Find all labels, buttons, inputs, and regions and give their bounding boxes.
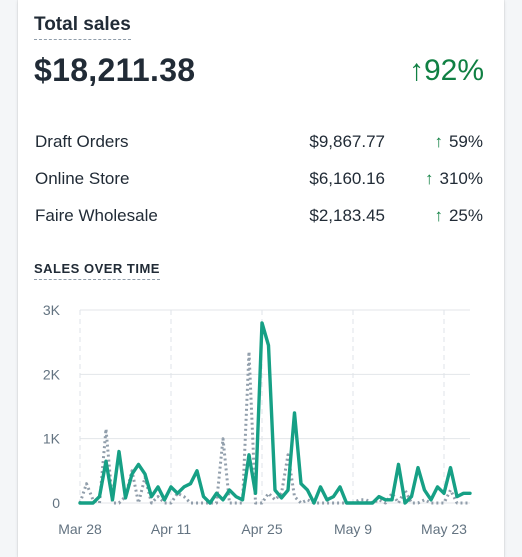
y-tick-label: 1K xyxy=(43,431,61,447)
breakdown-change-value: 310% xyxy=(439,169,483,188)
breakdown-change: ↑ 59% xyxy=(434,132,483,152)
total-sales-card: Total sales $18,211.38 ↑92% Draft Orders… xyxy=(18,0,504,557)
sales-breakdown-list: Draft Orders $9,867.77 ↑ 59% Online Store… xyxy=(35,126,483,237)
total-sales-title[interactable]: Total sales xyxy=(34,14,131,40)
breakdown-row: Draft Orders $9,867.77 ↑ 59% xyxy=(35,126,483,163)
total-sales-change-value: 92% xyxy=(423,54,484,87)
breakdown-change-value: 59% xyxy=(448,132,483,151)
breakdown-amount: $2,183.45 xyxy=(309,206,385,225)
breakdown-change: ↑ 310% xyxy=(425,169,483,189)
breakdown-name: Online Store xyxy=(35,169,130,188)
y-tick-label: 3K xyxy=(43,302,61,318)
breakdown-change: ↑ 25% xyxy=(434,206,483,226)
arrow-up-icon: ↑ xyxy=(434,132,443,151)
x-tick-label: May 9 xyxy=(334,521,372,537)
breakdown-change-value: 25% xyxy=(448,206,483,225)
y-tick-label: 0 xyxy=(52,495,60,511)
x-tick-label: Apr 11 xyxy=(151,521,191,537)
arrow-up-icon: ↑ xyxy=(408,54,424,87)
total-sales-change: ↑92% xyxy=(409,54,484,88)
total-sales-value: $18,211.38 xyxy=(34,52,196,88)
x-tick-label: Apr 25 xyxy=(241,521,282,537)
x-tick-label: Mar 28 xyxy=(58,521,102,537)
current-series-line xyxy=(78,321,472,505)
breakdown-row: Faire Wholesale $2,183.45 ↑ 25% xyxy=(35,200,483,237)
sales-over-time-chart[interactable]: 0 1K 2K 3K Mar 28 Apr 11 Apr 25 May 9 May 23 xyxy=(18,290,504,550)
breakdown-amount: $9,867.77 xyxy=(309,132,385,151)
breakdown-name: Faire Wholesale xyxy=(35,206,158,225)
breakdown-amount: $6,160.16 xyxy=(309,169,385,188)
breakdown-row: Online Store $6,160.16 ↑ 310% xyxy=(35,163,483,200)
arrow-up-icon: ↑ xyxy=(434,206,443,225)
y-tick-label: 2K xyxy=(43,366,61,382)
sales-over-time-title[interactable]: SALES OVER TIME xyxy=(34,261,160,280)
breakdown-name: Draft Orders xyxy=(35,132,129,151)
arrow-up-icon: ↑ xyxy=(425,169,434,188)
x-tick-label: May 23 xyxy=(421,521,467,537)
